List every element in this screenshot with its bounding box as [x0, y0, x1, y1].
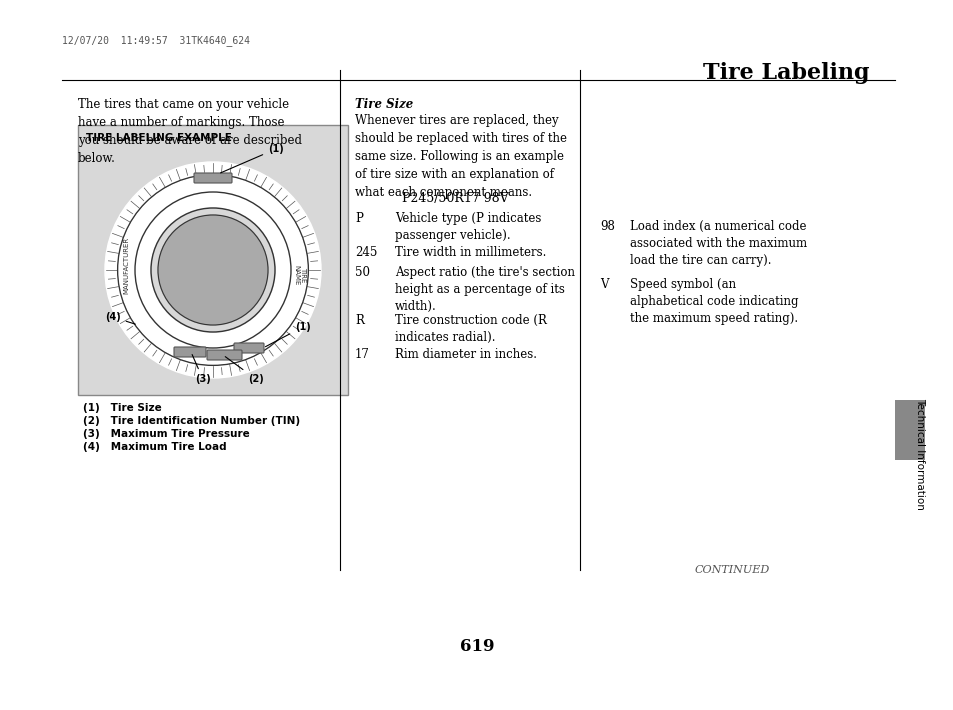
Text: (1)   Tire Size: (1) Tire Size [83, 403, 162, 413]
Circle shape [158, 215, 268, 325]
Text: 245: 245 [355, 246, 377, 259]
Text: V: V [599, 278, 608, 291]
Text: 17: 17 [355, 348, 370, 361]
Text: R: R [355, 314, 363, 327]
Circle shape [132, 190, 293, 350]
Text: Whenever tires are replaced, they
should be replaced with tires of the
same size: Whenever tires are replaced, they should… [355, 114, 566, 199]
Text: 619: 619 [459, 638, 494, 655]
Text: (4): (4) [105, 312, 135, 324]
FancyBboxPatch shape [207, 350, 242, 360]
Text: TIRE LABELING EXAMPLE: TIRE LABELING EXAMPLE [86, 133, 232, 143]
Text: P245/50R17 98V: P245/50R17 98V [401, 192, 508, 205]
Text: Tire Labeling: Tire Labeling [702, 62, 869, 84]
Text: 50: 50 [355, 266, 370, 279]
FancyBboxPatch shape [233, 343, 264, 353]
Text: Load index (a numerical code
associated with the maximum
load the tire can carry: Load index (a numerical code associated … [629, 220, 806, 267]
Text: P: P [355, 212, 362, 225]
Text: (4)   Maximum Tire Load: (4) Maximum Tire Load [83, 442, 227, 452]
Text: Vehicle type (P indicates
passenger vehicle).: Vehicle type (P indicates passenger vehi… [395, 212, 540, 242]
Text: Aspect ratio (the tire's section
height as a percentage of its
width).: Aspect ratio (the tire's section height … [395, 266, 575, 313]
Text: (2): (2) [225, 356, 263, 384]
Text: Tire width in millimeters.: Tire width in millimeters. [395, 246, 546, 259]
Text: The tires that came on your vehicle
have a number of markings. Those
you should : The tires that came on your vehicle have… [78, 98, 302, 165]
Text: Speed symbol (an
alphabetical code indicating
the maximum speed rating).: Speed symbol (an alphabetical code indic… [629, 278, 798, 325]
Text: 98: 98 [599, 220, 615, 233]
FancyBboxPatch shape [173, 347, 206, 357]
Text: (1): (1) [265, 322, 311, 346]
FancyBboxPatch shape [193, 173, 232, 183]
Text: Technical Information: Technical Information [914, 398, 924, 510]
Text: MANUFACTURER: MANUFACTURER [123, 236, 129, 293]
Text: (3)   Maximum Tire Pressure: (3) Maximum Tire Pressure [83, 429, 250, 439]
Circle shape [118, 175, 308, 365]
Circle shape [151, 208, 274, 332]
FancyBboxPatch shape [78, 125, 348, 395]
Text: Tire construction code (R
indicates radial).: Tire construction code (R indicates radi… [395, 314, 546, 344]
Text: 12/07/20  11:49:57  31TK4640_624: 12/07/20 11:49:57 31TK4640_624 [62, 35, 250, 46]
Text: Rim diameter in inches.: Rim diameter in inches. [395, 348, 537, 361]
FancyBboxPatch shape [894, 400, 924, 460]
Text: (2)   Tire Identification Number (TIN): (2) Tire Identification Number (TIN) [83, 416, 300, 426]
Text: CONTINUED: CONTINUED [694, 565, 769, 575]
Text: (3): (3) [192, 354, 211, 384]
Text: TIRE
NAME: TIRE NAME [294, 265, 306, 285]
Circle shape [119, 176, 307, 364]
Circle shape [105, 162, 320, 378]
Text: (1): (1) [220, 144, 283, 173]
Text: Tire Size: Tire Size [355, 98, 413, 111]
